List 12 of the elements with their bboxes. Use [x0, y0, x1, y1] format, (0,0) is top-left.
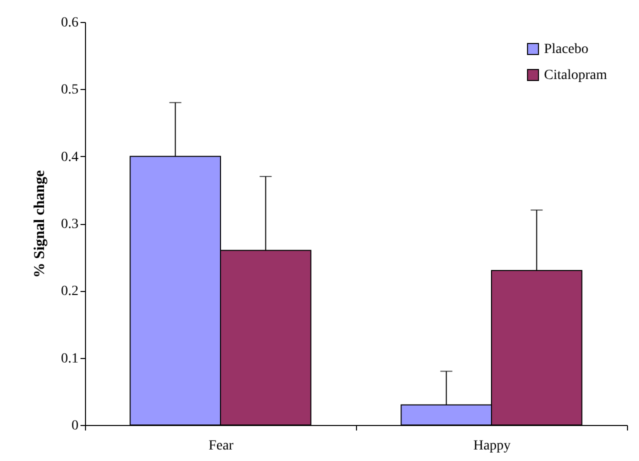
- y-axis-title: % Signal change: [32, 170, 48, 278]
- y-tick-label: 0.6: [61, 16, 78, 30]
- x-tick-label: Fear: [208, 438, 234, 454]
- y-tick-label: 0.1: [61, 351, 78, 366]
- y-tick-label: 0.2: [61, 284, 78, 300]
- y-tick-label: 0.4: [61, 150, 78, 165]
- legend-label: Citalopram: [544, 68, 608, 83]
- legend-label: Placebo: [544, 42, 588, 57]
- x-tick-label: Happy: [473, 438, 511, 454]
- y-tick-label: 0: [72, 418, 78, 434]
- y-tick-label: 0.3: [61, 217, 78, 232]
- y-tick-label: 0.5: [61, 82, 78, 98]
